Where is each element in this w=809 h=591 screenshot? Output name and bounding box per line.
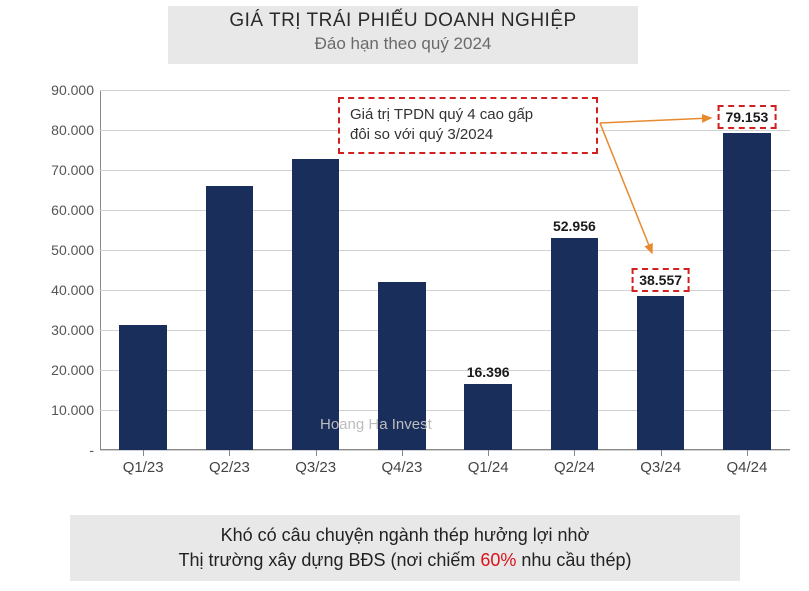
chart-title-box: GIÁ TRỊ TRÁI PHIẾU DOANH NGHIỆP Đáo hạn … bbox=[168, 6, 638, 64]
x-tick-mark bbox=[229, 450, 230, 456]
y-tick-label: 60.000 bbox=[34, 202, 94, 218]
y-tick-label: 20.000 bbox=[34, 362, 94, 378]
bar-value-label: 52.956 bbox=[553, 218, 596, 234]
bar-value-label: 16.396 bbox=[467, 364, 510, 380]
footer-caption: Khó có câu chuyện ngành thép hưởng lợi n… bbox=[70, 515, 740, 581]
x-tick-label: Q1/24 bbox=[468, 459, 509, 476]
chart-subtitle: Đáo hạn theo quý 2024 bbox=[168, 34, 638, 54]
x-tick-label: Q1/23 bbox=[123, 459, 164, 476]
x-tick-mark bbox=[661, 450, 662, 456]
bar bbox=[119, 325, 166, 450]
gridline bbox=[100, 450, 790, 451]
callout-line: đôi so với quý 3/2024 bbox=[350, 125, 586, 145]
x-tick-mark bbox=[316, 450, 317, 456]
gridline bbox=[100, 170, 790, 171]
x-tick-label: Q2/24 bbox=[554, 459, 595, 476]
y-tick-label: 50.000 bbox=[34, 242, 94, 258]
y-tick-label: - bbox=[34, 442, 94, 458]
bar bbox=[464, 384, 511, 450]
bar bbox=[723, 133, 770, 450]
y-tick-label: 80.000 bbox=[34, 122, 94, 138]
bar bbox=[292, 159, 339, 450]
footer-line2: Thị trường xây dựng BĐS (nơi chiếm 60% n… bbox=[80, 548, 730, 573]
chart-title: GIÁ TRỊ TRÁI PHIẾU DOANH NGHIỆP bbox=[168, 10, 638, 32]
y-tick-label: 10.000 bbox=[34, 402, 94, 418]
gridline bbox=[100, 250, 790, 251]
x-tick-mark bbox=[574, 450, 575, 456]
bar-value-label-highlight: 38.557 bbox=[631, 268, 690, 292]
gridline bbox=[100, 90, 790, 91]
y-tick-label: 30.000 bbox=[34, 322, 94, 338]
y-tick-label: 90.000 bbox=[34, 82, 94, 98]
x-tick-mark bbox=[747, 450, 748, 456]
callout-box: Giá trị TPDN quý 4 cao gấpđôi so với quý… bbox=[338, 97, 598, 154]
y-tick-label: 40.000 bbox=[34, 282, 94, 298]
y-tick-label: 70.000 bbox=[34, 162, 94, 178]
x-tick-mark bbox=[402, 450, 403, 456]
footer-line2-pre: Thị trường xây dựng BĐS (nơi chiếm bbox=[179, 550, 481, 570]
gridline bbox=[100, 370, 790, 371]
callout-line: Giá trị TPDN quý 4 cao gấp bbox=[350, 105, 586, 125]
gridline bbox=[100, 330, 790, 331]
x-tick-label: Q4/24 bbox=[726, 459, 767, 476]
gridline bbox=[100, 210, 790, 211]
gridline bbox=[100, 410, 790, 411]
bar bbox=[551, 238, 598, 450]
bar-value-label-highlight: 79.153 bbox=[717, 105, 776, 129]
x-tick-label: Q4/23 bbox=[381, 459, 422, 476]
y-axis-line bbox=[100, 90, 101, 450]
footer-line1: Khó có câu chuyện ngành thép hưởng lợi n… bbox=[80, 523, 730, 548]
bar bbox=[637, 296, 684, 450]
x-tick-label: Q3/24 bbox=[640, 459, 681, 476]
bar bbox=[378, 282, 425, 450]
bar bbox=[206, 186, 253, 450]
footer-highlight: 60% bbox=[480, 550, 516, 570]
x-tick-label: Q3/23 bbox=[295, 459, 336, 476]
footer-line2-post: nhu cầu thép) bbox=[516, 550, 631, 570]
x-tick-mark bbox=[143, 450, 144, 456]
x-tick-label: Q2/23 bbox=[209, 459, 250, 476]
x-tick-mark bbox=[488, 450, 489, 456]
